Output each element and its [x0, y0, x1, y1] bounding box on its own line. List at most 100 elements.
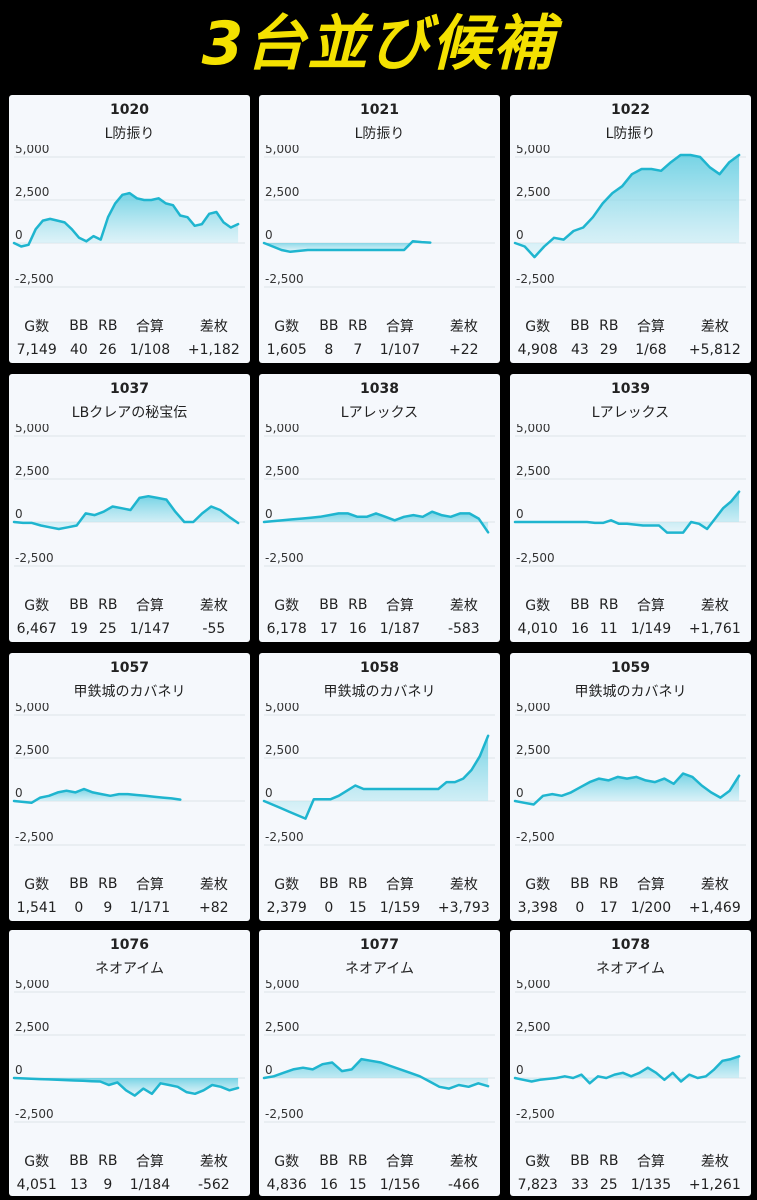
stats-table: G数 BB RB 合算 差枚 1,605 8 7 1/107 +22	[259, 314, 500, 362]
series-line	[12, 494, 240, 531]
chart-card-1058[interactable]: 1058 甲鉄城のカバネリ 5,000 2,500 0 -2,500 G数 BB RB 合算 差枚 2…	[259, 653, 500, 921]
chart-card-1059[interactable]: 1059 甲鉄城のカバネリ 5,000 2,500 0 -2,500 G数 BB RB 合算 差枚 3…	[510, 653, 751, 921]
stat-total: 1/149	[630, 621, 672, 637]
stat-bb: 19	[69, 621, 88, 637]
machine-name: L防振り	[605, 126, 656, 142]
stat-header: RB	[348, 876, 368, 892]
stat-header: RB	[98, 597, 118, 613]
stat-diff: +1,182	[187, 342, 240, 358]
stat-header: BB	[69, 1153, 89, 1169]
y-tick-label: 2,500	[516, 464, 550, 478]
y-tick-label: 0	[15, 507, 23, 521]
stat-header: RB	[348, 1153, 368, 1169]
stat-header: BB	[69, 318, 89, 334]
stat-header: 差枚	[199, 877, 228, 893]
stat-diff: +5,812	[688, 342, 741, 358]
stat-header: 合算	[385, 598, 414, 614]
stat-diff: +3,793	[437, 900, 490, 916]
y-tick-label: 0	[15, 1063, 23, 1077]
stats-table: G数 BB RB 合算 差枚 1,541 0 9 1/171 +82	[9, 872, 250, 920]
y-tick-label: 5,000	[516, 145, 550, 156]
series-line	[262, 240, 432, 254]
stat-header: 合算	[135, 877, 164, 893]
y-tick-label: -2,500	[516, 830, 555, 844]
stat-games: 4,051	[16, 1177, 57, 1193]
y-tick-label: -2,500	[516, 1107, 555, 1121]
stat-header: RB	[599, 1153, 619, 1169]
stat-header: RB	[599, 876, 619, 892]
machine-number: 1039	[611, 381, 650, 397]
chart-card-1078[interactable]: 1078 ネオアイム 5,000 2,500 0 -2,500 G数 BB RB 合算 差枚 7,82…	[510, 930, 751, 1196]
stat-rb: 16	[348, 621, 367, 637]
stat-diff: -562	[197, 1177, 230, 1193]
machine-number: 1078	[611, 937, 650, 953]
machine-name: L防振り	[354, 126, 405, 142]
stat-bb: 13	[69, 1177, 88, 1193]
stat-header: G数	[274, 598, 300, 614]
machine-name: Lアレックス	[591, 405, 670, 421]
stat-total: 1/147	[129, 621, 171, 637]
chart-card-1057[interactable]: 1057 甲鉄城のカバネリ 5,000 2,500 0 -2,500 G数 BB RB 合算 差枚 1…	[9, 653, 250, 921]
stats-table: G数 BB RB 合算 差枚 2,379 0 15 1/159 +3,793	[259, 872, 500, 920]
machine-number: 1057	[110, 660, 149, 676]
chart-card-1022[interactable]: 1022 L防振り 5,000 2,500 0 -2,500 G数 BB RB 合算 差枚 4,908…	[510, 95, 751, 363]
stat-diff: +1,469	[688, 900, 741, 916]
series-area	[264, 1059, 489, 1089]
stat-games: 6,467	[16, 621, 57, 637]
stat-rb: 15	[348, 1177, 367, 1193]
chart-card-1039[interactable]: 1039 Lアレックス 5,000 2,500 0 -2,500 G数 BB RB 合算 差枚 4,0…	[510, 374, 751, 642]
stat-rb: 17	[599, 900, 618, 916]
chart-card-1021[interactable]: 1021 L防振り 5,000 2,500 0 -2,500 G数 BB RB 合算 差枚 1,605…	[259, 95, 500, 363]
stat-header: G数	[24, 1154, 50, 1170]
stat-diff: +1,761	[688, 621, 741, 637]
stat-rb: 9	[103, 1177, 113, 1193]
y-tick-label: 2,500	[516, 1020, 550, 1034]
stat-rb: 15	[348, 900, 367, 916]
stat-rb: 7	[353, 342, 363, 358]
machine-number: 1076	[110, 937, 149, 953]
balance-chart: 5,000 2,500 0 -2,500	[262, 145, 495, 288]
stat-header: BB	[319, 597, 339, 613]
y-tick-label: 5,000	[15, 980, 49, 991]
series-line	[262, 734, 490, 820]
stat-rb: 25	[98, 621, 117, 637]
stat-games: 3,398	[517, 900, 558, 916]
machine-name: 甲鉄城のカバネリ	[574, 684, 687, 700]
series-area	[515, 1056, 740, 1084]
stat-diff: -583	[447, 621, 480, 637]
y-tick-label: 5,000	[15, 145, 49, 156]
stat-diff: +1,261	[688, 1177, 741, 1193]
chart-card-1038[interactable]: 1038 Lアレックス 5,000 2,500 0 -2,500 G数 BB RB 合算 差枚 6,1…	[259, 374, 500, 642]
stat-games: 2,379	[266, 900, 307, 916]
stat-header: BB	[319, 318, 339, 334]
stat-rb: 26	[98, 342, 117, 358]
stat-header: 合算	[636, 319, 665, 335]
stats-table: G数 BB RB 合算 差枚 4,908 43 29 1/68 +5,812	[510, 314, 751, 362]
machine-name: 甲鉄城のカバネリ	[323, 684, 436, 700]
stat-total: 1/171	[129, 900, 171, 916]
stat-header: RB	[98, 1153, 118, 1169]
machine-number: 1077	[360, 937, 399, 953]
stat-header: 差枚	[449, 877, 478, 893]
chart-card-1020[interactable]: 1020 L防振り 5,000 2,500 0 -2,500 G数 BB RB 合算 差枚 7,149…	[9, 95, 250, 363]
stat-bb: 8	[324, 342, 334, 358]
stat-bb: 43	[570, 342, 589, 358]
series-area	[515, 773, 740, 805]
machine-name: LBクレアの秘宝伝	[71, 405, 188, 421]
machine-number: 1038	[360, 381, 399, 397]
chart-card-1076[interactable]: 1076 ネオアイム 5,000 2,500 0 -2,500 G数 BB RB 合算 差枚 4,05…	[9, 930, 250, 1196]
machine-name: 甲鉄城のカバネリ	[73, 684, 186, 700]
balance-chart: 5,000 2,500 0 -2,500	[12, 424, 245, 567]
stat-bb: 16	[570, 621, 589, 637]
chart-card-1077[interactable]: 1077 ネオアイム 5,000 2,500 0 -2,500 G数 BB RB 合算 差枚 4,83…	[259, 930, 500, 1196]
stat-header: 差枚	[700, 1154, 729, 1170]
series-area	[14, 789, 181, 803]
stat-header: RB	[98, 876, 118, 892]
stat-header: 差枚	[199, 319, 228, 335]
stat-bb: 0	[324, 900, 334, 916]
balance-chart: 5,000 2,500 0 -2,500	[513, 980, 746, 1123]
stat-diff: -55	[202, 621, 226, 637]
stat-header: G数	[525, 877, 551, 893]
series-line	[513, 1055, 741, 1085]
chart-card-1037[interactable]: 1037 LBクレアの秘宝伝 5,000 2,500 0 -2,500 G数 BB RB 合算 差枚…	[9, 374, 250, 642]
